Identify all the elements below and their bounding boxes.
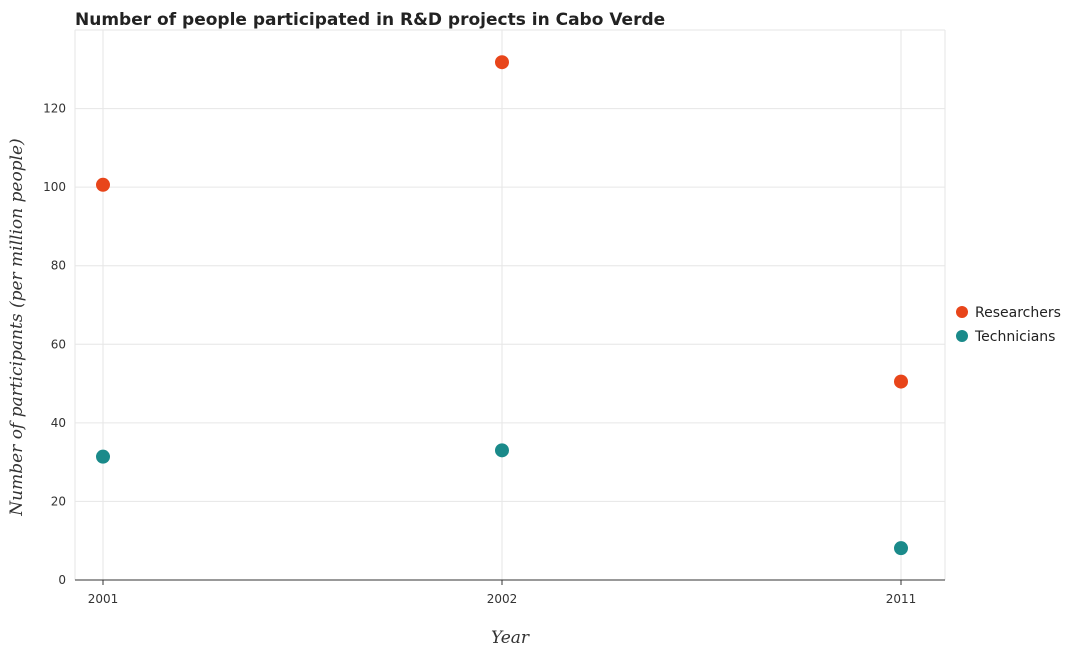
data-points — [96, 55, 908, 556]
y-tick-label: 40 — [51, 416, 66, 430]
y-axis-label: Number of participants (per million peop… — [7, 138, 27, 516]
gridlines — [74, 29, 946, 581]
y-tick-label: 80 — [51, 259, 66, 273]
legend: Researchers Technicians — [956, 305, 1061, 345]
point-technicians — [894, 541, 908, 556]
x-tick-label: 2002 — [487, 592, 518, 606]
x-tick-label: 2011 — [886, 592, 917, 606]
point-technicians — [495, 443, 509, 458]
x-axis-label: Year — [491, 628, 530, 648]
y-tick-label: 20 — [51, 494, 66, 508]
y-tick-label: 0 — [58, 573, 66, 587]
y-tick-label: 100 — [43, 180, 66, 194]
y-tick-labels: 0 20 40 60 80 100 120 — [43, 102, 66, 587]
point-researchers — [495, 55, 509, 70]
point-technicians — [96, 449, 110, 464]
legend-marker-technicians — [956, 330, 968, 342]
legend-marker-researchers — [956, 306, 968, 318]
x-tick-labels: 2001 2002 2011 — [88, 580, 917, 606]
point-researchers — [96, 177, 110, 192]
y-tick-label: 60 — [51, 337, 66, 351]
y-tick-label: 120 — [43, 102, 66, 116]
legend-label-technicians: Technicians — [974, 329, 1055, 345]
x-tick-label: 2001 — [88, 592, 119, 606]
point-researchers — [894, 374, 908, 389]
chart-title: Number of people participated in R&D pro… — [75, 10, 665, 30]
legend-label-researchers: Researchers — [975, 305, 1061, 321]
